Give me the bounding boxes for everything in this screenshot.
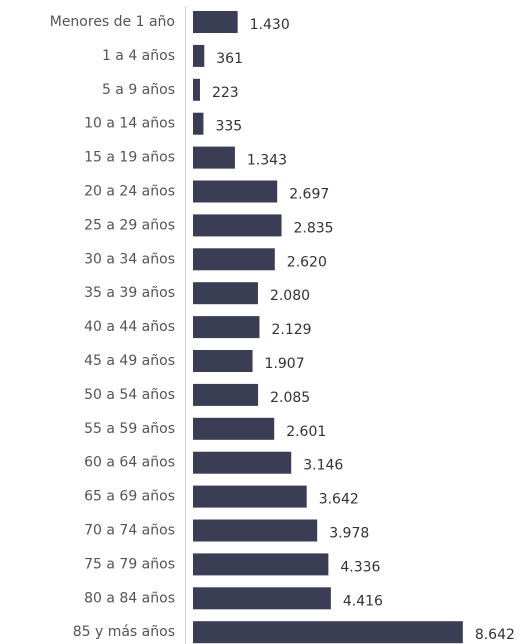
y-tick-label: 30 a 34 años bbox=[84, 251, 175, 267]
data-label: 361 bbox=[216, 51, 243, 67]
bar bbox=[193, 350, 253, 372]
y-tick-label: 75 a 79 años bbox=[84, 556, 175, 572]
data-label: 2.697 bbox=[289, 187, 329, 203]
data-label: 3.146 bbox=[303, 458, 343, 474]
y-tick-label: Menores de 1 año bbox=[50, 14, 175, 30]
bar bbox=[193, 146, 235, 169]
bar bbox=[193, 112, 204, 135]
data-label: 2.601 bbox=[286, 424, 326, 440]
data-label: 2.080 bbox=[270, 288, 310, 304]
y-tick-label: 55 a 59 años bbox=[84, 421, 175, 437]
y-tick-label: 35 a 39 años bbox=[84, 285, 175, 301]
bar bbox=[193, 214, 282, 237]
y-tick-label: 60 a 64 años bbox=[84, 455, 175, 471]
bar bbox=[193, 485, 307, 508]
y-tick-label: 85 y más años bbox=[73, 624, 175, 640]
y-tick-label: 70 a 74 años bbox=[84, 523, 175, 539]
y-tick-label: 10 a 14 años bbox=[84, 116, 175, 132]
y-tick-label: 15 a 19 años bbox=[84, 150, 175, 166]
bar bbox=[193, 316, 260, 339]
bar bbox=[193, 621, 463, 644]
bar bbox=[193, 451, 292, 474]
y-tick-label: 80 a 84 años bbox=[84, 590, 175, 606]
y-tick-label: 40 a 44 años bbox=[84, 319, 175, 335]
bar bbox=[193, 248, 275, 271]
bar bbox=[193, 519, 318, 542]
data-label: 4.336 bbox=[340, 559, 380, 575]
bar bbox=[193, 553, 329, 576]
y-tick-label: 1 a 4 años bbox=[102, 48, 175, 64]
data-label: 223 bbox=[212, 85, 239, 101]
bar bbox=[193, 44, 205, 67]
data-label: 4.416 bbox=[343, 593, 383, 609]
data-label: 1.343 bbox=[247, 153, 287, 169]
data-label: 335 bbox=[215, 119, 242, 135]
bar bbox=[193, 180, 278, 203]
bar bbox=[193, 11, 238, 33]
bar bbox=[193, 587, 331, 610]
bar bbox=[193, 78, 200, 101]
y-tick-label: 20 a 24 años bbox=[84, 184, 175, 200]
data-label: 8.642 bbox=[475, 627, 515, 643]
data-label: 3.978 bbox=[329, 526, 369, 542]
data-label: 2.129 bbox=[271, 322, 311, 338]
y-tick-label: 50 a 54 años bbox=[84, 387, 175, 403]
y-tick-label: 45 a 49 años bbox=[84, 353, 175, 369]
bar bbox=[193, 383, 259, 406]
data-label: 3.642 bbox=[319, 492, 359, 508]
data-label: 1.430 bbox=[250, 17, 290, 33]
y-tick-label: 25 a 29 años bbox=[84, 217, 175, 233]
bar bbox=[193, 282, 258, 305]
data-label: 1.907 bbox=[265, 356, 305, 372]
y-tick-label: 65 a 69 años bbox=[84, 489, 175, 505]
data-label: 2.620 bbox=[287, 254, 327, 270]
data-label: 2.085 bbox=[270, 390, 310, 406]
y-tick-label: 5 a 9 años bbox=[102, 82, 175, 98]
data-label: 2.835 bbox=[294, 220, 334, 236]
bar bbox=[193, 417, 275, 440]
